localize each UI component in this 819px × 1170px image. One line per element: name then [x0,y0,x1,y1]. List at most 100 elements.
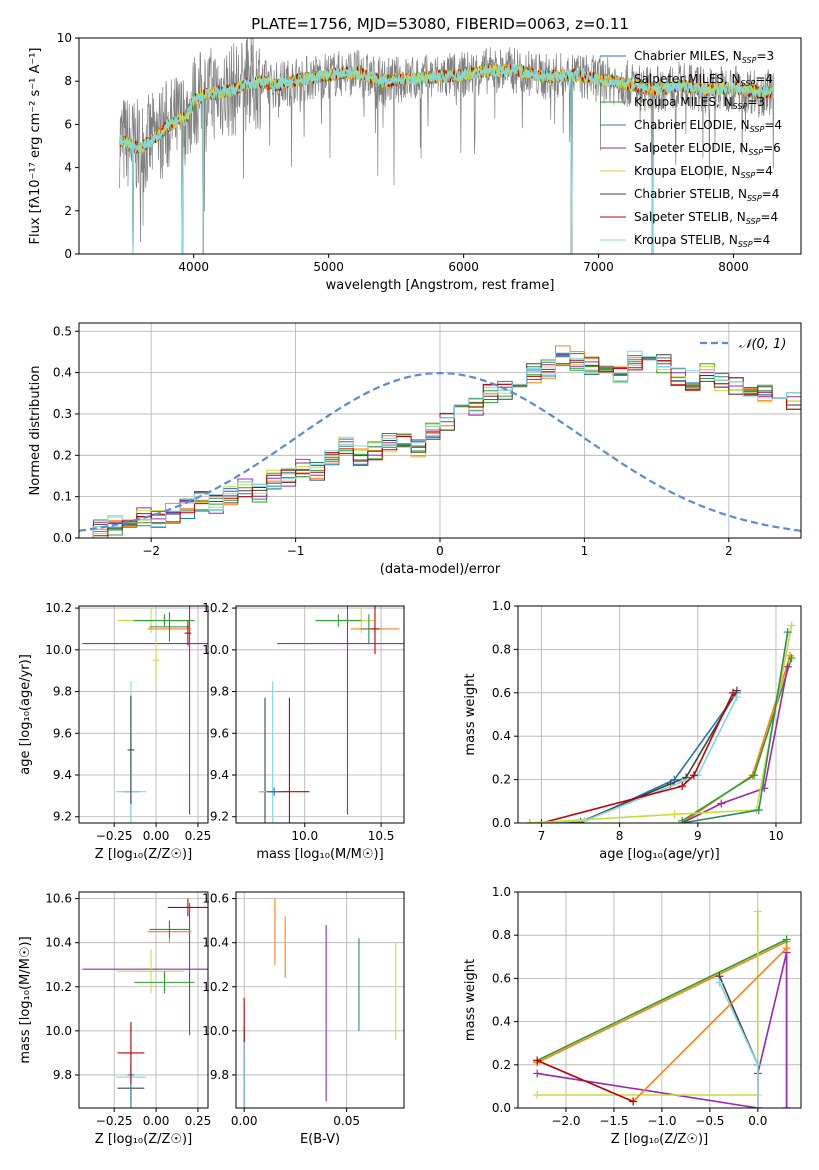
point-marker [715,978,724,987]
legend-label: 𝒩(0, 1) [739,337,786,352]
x-tick-label: 1 [581,544,589,558]
histogram-step [79,357,801,538]
legend-label: Salpeter STELIB, NSSP=4 [634,210,778,226]
error-point [149,920,190,939]
x-tick-label: 0.25 [185,829,212,843]
y-axis-label: mass weight [463,959,478,1041]
x-tick-label: 7000 [583,260,614,274]
mass-weight-line [529,690,738,823]
axes-frame [517,605,802,824]
y-tick-label: 10.0 [45,1024,72,1038]
y-tick-label: 9.8 [210,1068,229,1082]
y-tick-label: 0.2 [53,448,72,462]
panel-2: −2 −1 0 1 2 0.0 0.1 0.2 0.3 0.4 0.5 (data-model)/er… [28,322,802,577]
y-tick-label: 10.2 [45,980,72,994]
x-tick-label: 10 [768,829,783,843]
x-tick-label: 2 [725,544,733,558]
y-tick-label: 9.2 [210,810,229,824]
point-marker [787,621,796,630]
y-tick-label: 0.0 [492,1101,511,1115]
x-tick-label: 0.0 [748,1114,767,1128]
point-marker [525,819,534,823]
panel-1: 4000 5000 6000 7000 8000 0 2 4 6 8 10 wavelength [A… [28,31,802,293]
error-point [82,903,208,1036]
point-marker [629,1097,638,1106]
legend-label: Kroupa STELIB, NSSP=4 [634,233,770,249]
mass-weight-line [537,911,759,1096]
x-tick-label: −2.0 [551,1114,580,1128]
error-point [82,606,208,815]
axes-frame [78,37,802,255]
error-point [315,614,362,627]
plot-area [82,898,208,1108]
panel-5: 7 8 9 10 0.0 0.2 0.4 0.6 0.8 1.0 age [log₁₀(age/yr… [463,599,802,862]
x-axis-label: Z [log₁₀(Z/Z☉)] [611,1132,708,1147]
x-tick-label: −1.0 [647,1114,676,1128]
gaussian-curve [79,371,801,532]
x-tick-label: 8000 [718,260,749,274]
y-tick-label: 1.0 [492,885,511,899]
x-axis-label: age [log₁₀(age/yr)] [599,847,720,862]
axes-frame [78,322,802,539]
y-tick-label: 0.4 [492,729,511,743]
y-tick-label: 10.0 [202,1024,229,1038]
legend: Chabrier MILES, NSSP=3 Salpeter MILES, NS… [600,49,782,249]
y-tick-label: 10.6 [202,892,229,906]
y-tick-label: 8 [64,74,72,88]
histogram-step [79,356,801,538]
y-tick-label: 9.8 [53,685,72,699]
y-tick-label: 9.8 [53,1068,72,1082]
x-axis-label: Z [log₁₀(Z/Z☉)] [95,1132,192,1147]
y-tick-label: 10.4 [45,936,72,950]
y-tick-label: 0.5 [53,324,72,338]
y-tick-label: 9.2 [53,810,72,824]
x-tick-label: 10.0 [291,829,318,843]
error-point [117,1022,145,1084]
x-tick-label: 5000 [313,260,344,274]
plot-area [525,621,796,823]
histogram-step [79,353,801,538]
model-spectrum [119,63,775,254]
y-axis-label: mass [log₁₀(M/M☉)] [18,936,33,1063]
x-tick-label: 8 [616,829,624,843]
x-axis-label: (data-model)/error [380,562,501,577]
y-tick-label: 1.0 [492,599,511,613]
y-tick-label: 9.6 [53,726,72,740]
mass-weight-line [529,696,738,823]
legend: 𝒩(0, 1) [700,337,786,352]
point-marker [678,782,687,791]
error-point [117,949,185,994]
x-tick-label: −0.25 [96,1114,133,1128]
x-tick-label: 6000 [448,260,479,274]
x-tick-label: 0.25 [185,1114,212,1128]
point-marker [783,662,792,671]
panel-8: −2.0 −1.5 −1.0 −0.5 0.0 0.0 0.2 0.4 0.6 0.8 1.0 Z [… [463,885,802,1147]
axes-frame [517,891,802,1109]
y-tick-label: 2 [64,204,72,218]
point-marker [754,805,763,814]
plot-area [258,606,404,823]
legend-label: Chabrier ELODIE, NSSP=4 [634,118,782,134]
x-tick-label: 0.00 [143,829,170,843]
histogram-step [79,345,801,538]
point-marker [782,935,791,944]
y-tick-label: 10.2 [45,601,72,615]
point-marker [580,816,589,823]
mass-weight-line [580,692,738,823]
error-point [184,620,192,646]
point-marker [717,799,726,808]
point-marker [782,944,791,953]
histogram-step [79,357,801,538]
legend-label: Salpeter ELODIE, NSSP=6 [634,141,781,157]
plot-area [243,898,397,1108]
x-tick-label: −0.25 [96,829,133,843]
x-axis-label: Z [log₁₀(Z/Z☉)] [95,847,192,862]
y-tick-label: 9.4 [53,768,72,782]
mass-weight-line [536,938,787,1062]
x-tick-label: −0.5 [695,1114,724,1128]
x-tick-label: 0.00 [231,1114,258,1128]
y-tick-label: 10.2 [202,601,229,615]
axes-frame [78,605,209,824]
axes-frame [78,891,209,1109]
